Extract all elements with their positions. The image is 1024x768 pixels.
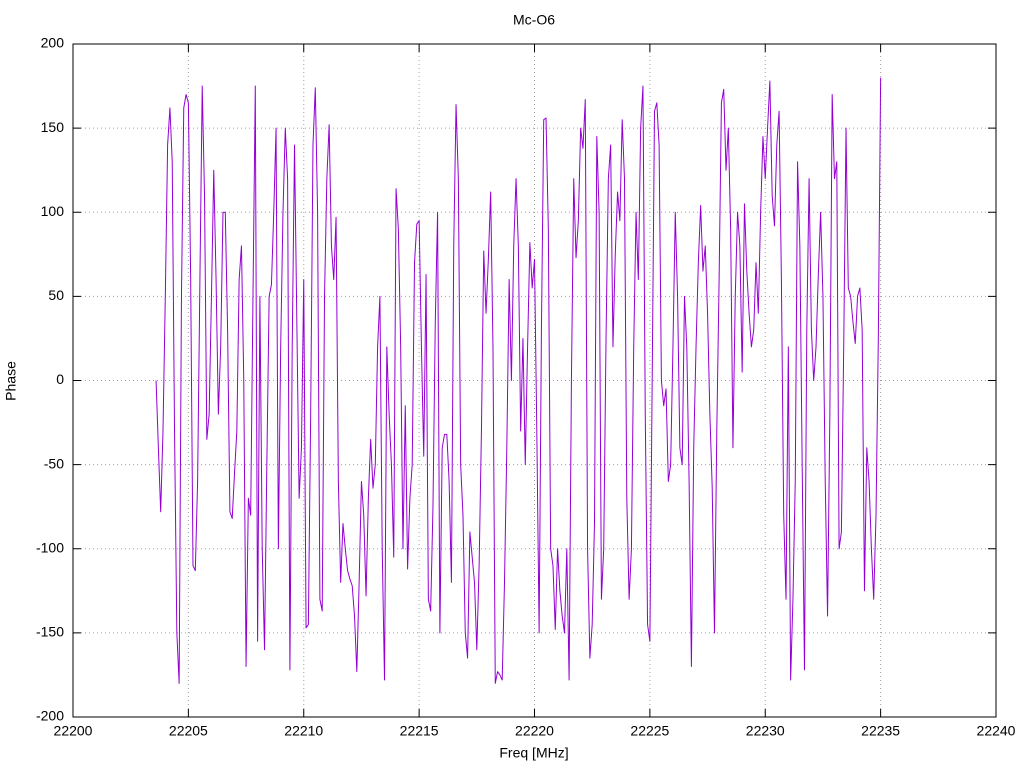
y-tick-label: -200 [36,708,64,724]
x-tick-label: 22240 [977,723,1016,739]
x-tick-label: 22215 [400,723,439,739]
plot-border [72,43,997,718]
plot [155,77,882,684]
x-axis-label: Freq [MHz] [499,745,568,761]
y-tick-label: 50 [48,287,64,303]
x-tick-label: 22210 [284,723,323,739]
y-tick-label: 0 [56,371,64,387]
x-tick-label: 22235 [861,723,900,739]
x-tick-label: 22205 [169,723,208,739]
y-tick-label: -150 [36,624,64,640]
chart-title: Mc-O6 [513,12,555,28]
x-tick-label: 22225 [630,723,669,739]
y-tick-label: -100 [36,539,64,555]
x-tick-label: 22200 [54,723,93,739]
y-axis-label: Phase [3,361,19,401]
data-line [155,77,882,684]
y-tick-label: -50 [44,455,64,471]
y-tick-label: 200 [41,35,65,51]
y-tick-label: 150 [41,119,65,135]
y-tick-label: 100 [41,203,65,219]
x-tick-label: 22230 [746,723,785,739]
x-tick-label: 22220 [515,723,554,739]
